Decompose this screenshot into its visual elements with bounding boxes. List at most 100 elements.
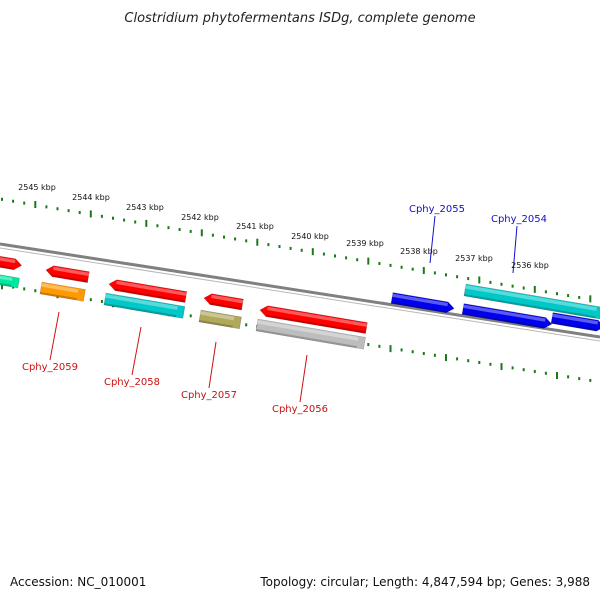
backbone-shadow	[0, 247, 600, 342]
gene-label: Cphy_2055	[409, 204, 465, 215]
gene-label: Cphy_2059	[22, 362, 78, 373]
scale-label: 2539 kbp	[346, 239, 384, 248]
major-tick	[256, 238, 259, 246]
genome-backbone	[0, 242, 600, 342]
map-title: Clostridium phytofermentans ISDg, comple…	[124, 11, 475, 26]
callout-line	[131, 326, 142, 376]
gene-arrow	[203, 293, 244, 311]
minor-tick	[167, 226, 170, 230]
gene-box	[255, 318, 366, 350]
gene-label: Cphy_2054	[491, 214, 547, 225]
minor-tick	[345, 256, 348, 260]
minor-tick	[578, 377, 581, 381]
gene-arrow	[390, 292, 455, 314]
callout-line	[299, 354, 308, 403]
minor-tick	[567, 294, 570, 298]
gene-arrow	[461, 303, 553, 329]
gene-arrow	[259, 305, 368, 334]
gene-arrows	[0, 255, 600, 350]
minor-tick	[56, 207, 59, 211]
gene-box	[103, 292, 186, 319]
minor-tick	[189, 229, 192, 233]
gene-box	[198, 309, 242, 330]
minor-tick	[478, 360, 481, 364]
minor-tick	[245, 323, 248, 327]
minor-tick	[223, 235, 225, 239]
minor-tick	[267, 243, 270, 247]
scale-label: 2538 kbp	[400, 247, 438, 256]
minor-tick	[278, 245, 281, 249]
minor-tick	[100, 299, 103, 303]
minor-tick	[89, 298, 92, 302]
gene-label: Cphy_2057	[181, 390, 237, 401]
minor-tick	[489, 280, 492, 284]
minor-tick	[400, 348, 403, 352]
minor-tick	[300, 248, 303, 252]
minor-tick	[433, 271, 436, 275]
minor-tick	[445, 273, 447, 277]
minor-tick	[467, 359, 470, 363]
minor-tick	[356, 258, 359, 262]
minor-tick	[511, 366, 514, 370]
minor-tick	[467, 277, 470, 281]
gene-box	[39, 281, 86, 302]
minor-tick	[100, 214, 103, 218]
minor-tick	[45, 205, 48, 209]
minor-tick	[134, 220, 137, 224]
major-tick	[34, 201, 37, 209]
minor-tick	[367, 343, 370, 347]
gene-label: Cphy_2056	[272, 404, 328, 415]
minor-tick	[78, 211, 81, 215]
minor-tick	[67, 209, 70, 213]
callout-line	[49, 311, 60, 361]
major-tick	[533, 285, 536, 293]
major-tick	[478, 276, 481, 284]
scale-label: 2542 kbp	[181, 213, 219, 222]
minor-tick	[378, 344, 381, 348]
gene-box	[0, 273, 20, 289]
minor-tick	[400, 265, 403, 269]
minor-tick	[556, 292, 558, 296]
minor-tick	[533, 369, 536, 373]
scale-labels: 2545 kbp 2544 kbp 2543 kbp 2542 kbp 2541 kbp…	[18, 183, 549, 270]
minor-tick	[411, 350, 414, 354]
minor-tick	[544, 290, 547, 294]
minor-tick	[23, 287, 26, 291]
gene-arrow	[45, 265, 90, 283]
genome-stats-text: Topology: circular; Length: 4,847,594 bp…	[260, 575, 590, 589]
minor-tick	[544, 371, 547, 375]
minor-tick	[23, 201, 26, 205]
minor-tick	[289, 246, 292, 250]
scale-label: 2544 kbp	[72, 193, 110, 202]
minor-tick	[433, 353, 436, 357]
gene-arrow	[0, 255, 23, 271]
major-tick	[500, 363, 503, 371]
minor-tick	[178, 228, 181, 232]
major-tick	[589, 295, 592, 303]
gene-box	[463, 283, 600, 320]
minor-tick	[567, 375, 570, 379]
major-tick	[367, 257, 370, 265]
scale-label: 2536 kbp	[511, 261, 549, 270]
callout-line	[512, 225, 518, 274]
minor-tick	[1, 197, 3, 201]
outer-scale-ticks	[1, 197, 592, 303]
minor-tick	[211, 233, 214, 237]
minor-tick	[422, 352, 425, 356]
scale-label: 2545 kbp	[18, 183, 56, 192]
minor-tick	[189, 314, 192, 318]
gene-label: Cphy_2058	[104, 377, 160, 388]
gene-arrow	[108, 279, 188, 303]
minor-tick	[12, 199, 15, 203]
backbone-line	[0, 242, 600, 339]
gene-callouts: Cphy_2055 Cphy_2054 Cphy_2059 Cphy_2058 Cphy…	[22, 204, 547, 415]
major-tick	[445, 354, 447, 362]
major-tick	[1, 282, 3, 290]
minor-tick	[34, 289, 37, 293]
minor-tick	[389, 263, 392, 267]
major-tick	[200, 229, 203, 237]
minor-tick	[489, 362, 492, 366]
minor-tick	[123, 218, 126, 222]
